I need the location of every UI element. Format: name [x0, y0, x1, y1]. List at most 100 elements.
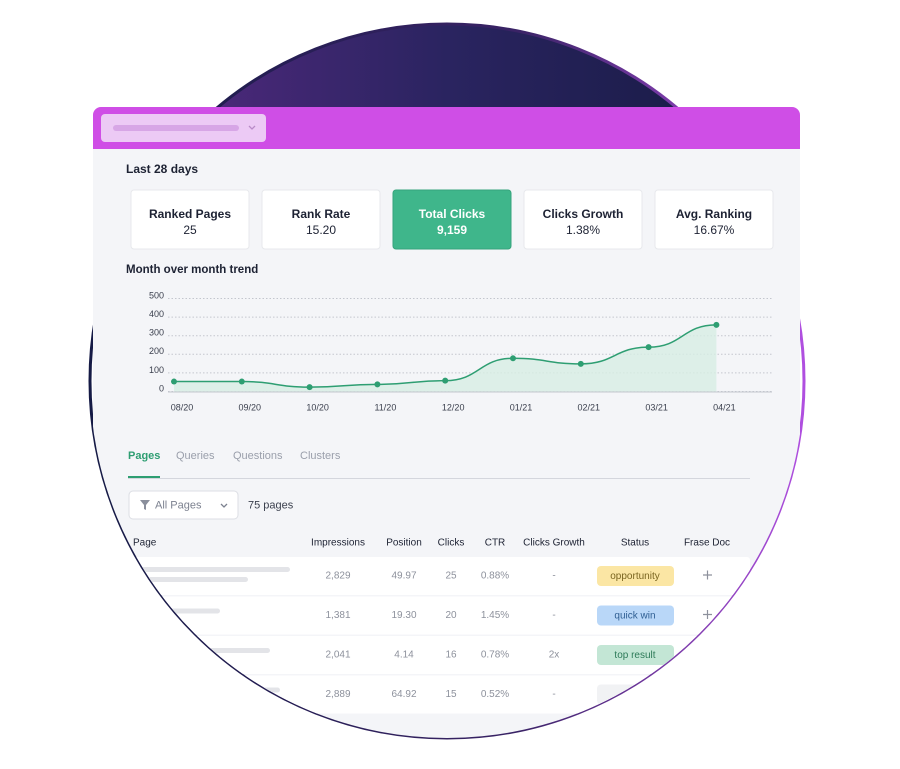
filter-label: All Pages [155, 499, 202, 511]
cell: 19.30 [391, 610, 416, 621]
stat-card[interactable] [654, 189, 774, 250]
backdrop [203, 24, 691, 120]
x-tick-label: 09/20 [239, 402, 262, 412]
tab[interactable]: Clusters [300, 450, 341, 462]
stat-label: Rank Rate [292, 207, 351, 221]
stat-card[interactable] [523, 189, 643, 250]
cell: 2,041 [325, 650, 350, 661]
x-tick-label: 03/21 [645, 402, 668, 412]
status-label: opportunity [610, 571, 659, 582]
table-row [130, 636, 750, 674]
stat-value: 9,159 [437, 223, 467, 237]
stat-value: 15.20 [306, 223, 336, 237]
cell: 16 [445, 650, 457, 661]
page-placeholder [140, 608, 220, 614]
x-tick-label: 01/21 [510, 402, 533, 412]
page-count: 75 pages [248, 499, 294, 511]
cell: 2,829 [325, 571, 350, 582]
point [577, 360, 584, 367]
page-placeholder [140, 687, 280, 693]
cell: 2,889 [325, 689, 350, 700]
column-header: Status [621, 538, 649, 549]
stat-value: 25 [183, 223, 197, 237]
tab[interactable]: Queries [176, 450, 215, 462]
point [374, 381, 381, 388]
cell: 64.92 [391, 689, 416, 700]
page-placeholder [140, 648, 270, 653]
cell: 1,381 [325, 610, 350, 621]
x-tick-label: 08/20 [171, 402, 194, 412]
table-row [130, 675, 750, 714]
chevron [220, 503, 228, 508]
chevron [248, 125, 256, 130]
column-header: Impressions [311, 538, 365, 549]
y-tick-label: 0 [159, 383, 164, 393]
cell: 15 [445, 689, 457, 700]
x-tick-label: 10/20 [306, 402, 329, 412]
status-badge [597, 645, 674, 665]
cell: 49.97 [391, 571, 416, 582]
status-badge [597, 605, 674, 626]
column-header: Page [133, 538, 157, 549]
x-tick-label: 12/20 [442, 402, 465, 412]
period-label: Last 28 days [126, 162, 198, 176]
area [174, 324, 717, 392]
stat-card[interactable] [130, 189, 250, 250]
filter-icon [140, 500, 150, 510]
point [442, 377, 449, 384]
point [645, 344, 652, 351]
filter-dropdown[interactable] [128, 490, 239, 520]
status-label: quick win [614, 611, 655, 622]
stat-label: Total Clicks [419, 207, 486, 221]
cell: 4.14 [394, 650, 414, 661]
x-tick-label: 02/21 [578, 402, 601, 412]
stat-card[interactable] [392, 189, 512, 250]
y-tick-label: 200 [149, 346, 164, 356]
column-header: CTR [485, 538, 506, 549]
cell: 0.52% [481, 689, 509, 700]
cell: 0.88% [481, 571, 509, 582]
stat-label: Ranked Pages [149, 207, 231, 221]
trend-line [173, 324, 717, 388]
tab[interactable]: Pages [128, 450, 160, 462]
point [510, 355, 516, 362]
column-header: Position [386, 538, 422, 549]
cell: - [552, 610, 555, 621]
cell: 20 [445, 610, 457, 621]
cell: 1.45% [481, 610, 509, 621]
add-doc[interactable] [703, 570, 712, 580]
point [171, 378, 177, 385]
x-tick-label: 11/20 [374, 402, 396, 412]
tab[interactable]: Questions [233, 450, 283, 462]
column-header: Frase Doc [684, 538, 730, 549]
x-tick-label: 04/21 [713, 402, 736, 412]
stat-card[interactable] [261, 189, 381, 250]
chart-title: Month over month trend [126, 264, 258, 276]
cell: 2x [549, 650, 560, 661]
status-label: top result [614, 650, 655, 661]
y-tick-label: 400 [149, 309, 164, 319]
cell: 25 [445, 571, 457, 582]
column-header: Clicks [438, 538, 465, 549]
card: Last 28 days Ranked Pages 25 Rank Rate 15.2… [93, 107, 800, 738]
stat-label: Clicks Growth [543, 207, 624, 221]
page-placeholder [140, 567, 290, 572]
stat-value: 1.38% [566, 223, 600, 237]
placeholder [113, 125, 239, 131]
tab-underline [128, 476, 160, 479]
status-badge [597, 566, 674, 586]
add-doc[interactable] [703, 610, 712, 619]
point [306, 384, 313, 391]
stat-value: 16.67% [694, 223, 735, 237]
y-tick-label: 100 [149, 365, 164, 375]
cell: 0.78% [481, 650, 509, 661]
point [713, 321, 720, 328]
y-tick-label: 500 [149, 290, 164, 300]
table-row [130, 557, 750, 595]
point [238, 378, 245, 385]
page-placeholder [148, 577, 248, 582]
cell: - [552, 689, 555, 700]
table-row [130, 596, 750, 635]
stat-label: Avg. Ranking [676, 207, 752, 221]
